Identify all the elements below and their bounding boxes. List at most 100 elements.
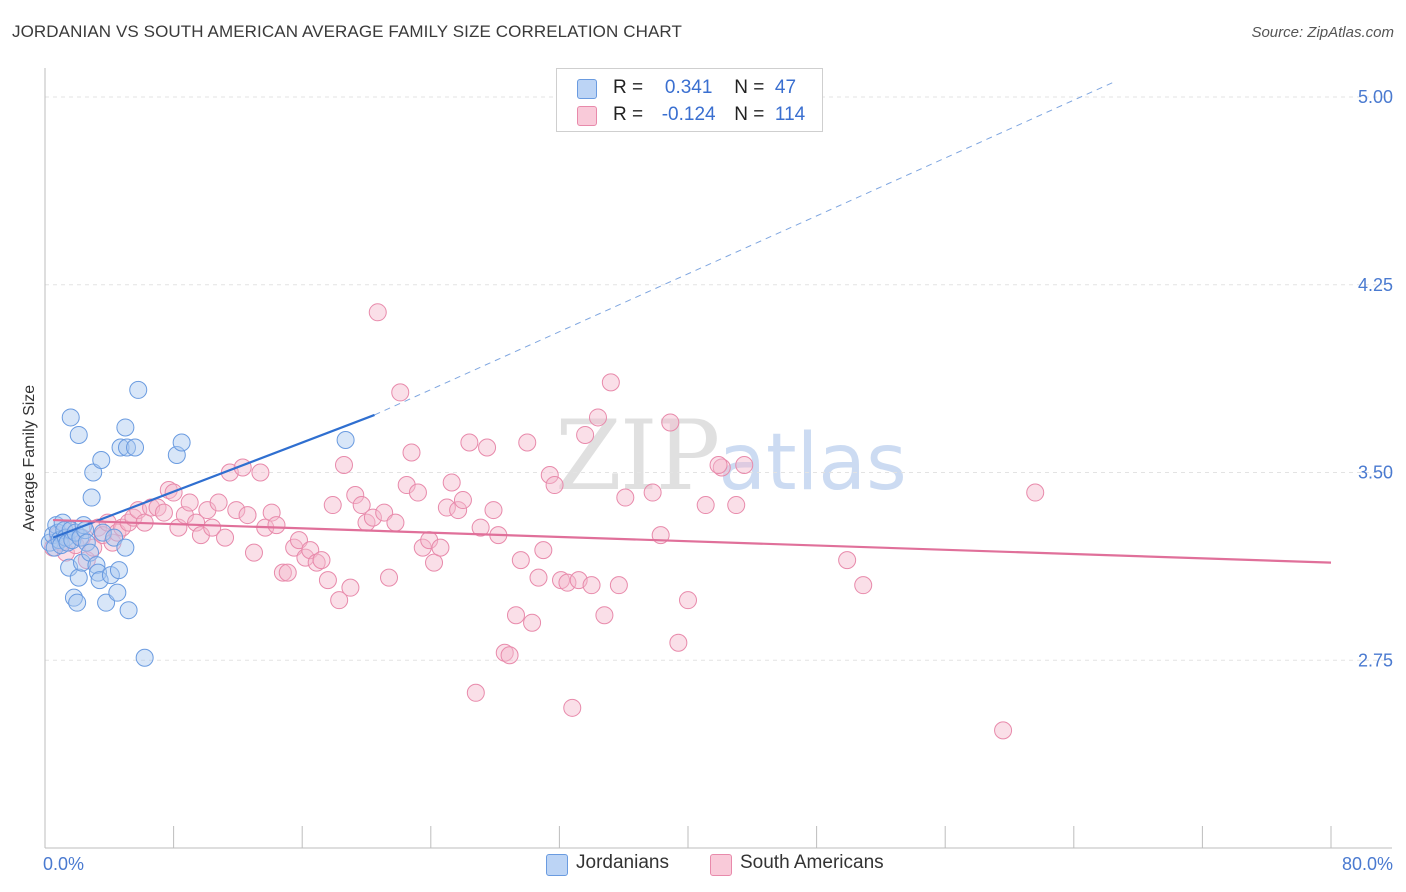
- x-tick-label-max: 80.0%: [1342, 854, 1393, 874]
- south-americans-point: [529, 568, 548, 587]
- chart-title: JORDANIAN VS SOUTH AMERICAN AVERAGE FAMI…: [12, 22, 682, 41]
- series-label-jordanians: Jordanians: [576, 852, 669, 873]
- y-tick-label: 3.50: [1358, 463, 1393, 483]
- south-americans-point: [198, 501, 217, 520]
- south-americans-point: [307, 553, 326, 572]
- jordanians-point: [68, 593, 87, 612]
- jordanians-point: [77, 533, 96, 552]
- south-americans-point: [318, 571, 337, 590]
- legend-r-value: -0.124: [661, 104, 716, 125]
- south-americans-point: [431, 538, 450, 557]
- trend-lines: [52, 81, 1332, 564]
- south-americans-point: [108, 523, 127, 542]
- legend-n-value: 47: [774, 77, 797, 98]
- legend-text-jordanians: R = 0.341 N = 47: [613, 77, 796, 99]
- south-americans-point: [244, 543, 263, 562]
- south-americans-point: [511, 551, 530, 570]
- legend-r-label: R =: [613, 77, 644, 98]
- south-americans-point: [838, 551, 857, 570]
- jordanians-point: [126, 438, 145, 457]
- x-tick-labels: 0.0% 80.0%: [43, 854, 1393, 874]
- jordanians-point: [82, 488, 101, 507]
- south-americans-point: [425, 553, 444, 572]
- y-axis-title: Average Family Size: [21, 385, 38, 532]
- correlation-legend: R = 0.341 N = 47 R = -0.124 N = 114: [556, 68, 823, 132]
- south-americans-point: [368, 303, 387, 322]
- south-americans-point: [484, 501, 503, 520]
- legend-swatch-pink: [577, 106, 597, 126]
- south-americans-point: [323, 496, 342, 515]
- south-americans-point: [273, 563, 292, 582]
- south-americans-point: [495, 643, 514, 662]
- jordanians-trend-line: [52, 413, 375, 539]
- south-americans-point: [679, 591, 697, 610]
- south-americans-point: [854, 576, 873, 595]
- series-legend: Jordanians South Americans: [0, 852, 1406, 878]
- jordanians-point: [109, 561, 128, 580]
- south-americans-point: [209, 493, 228, 512]
- south-americans-point: [471, 518, 490, 537]
- south-americans-point: [330, 591, 349, 610]
- south-americans-point: [563, 698, 582, 717]
- y-tick-labels: 2.75 3.50 4.25 5.00: [1358, 87, 1393, 670]
- south-americans-point: [696, 496, 715, 515]
- south-americans-point: [191, 526, 210, 545]
- south-americans-point: [413, 538, 432, 557]
- legend-swatch-blue: [577, 79, 597, 99]
- south-americans-point: [545, 476, 564, 495]
- south-americans-trend-line: [53, 518, 1332, 564]
- legend-n-value: 114: [774, 104, 806, 125]
- south-americans-point: [363, 508, 382, 527]
- series-swatch-blue: [546, 854, 568, 876]
- south-americans-point: [397, 476, 416, 495]
- south-americans-point: [341, 578, 360, 597]
- south-americans-point: [1026, 483, 1045, 502]
- south-americans-point: [289, 531, 308, 550]
- source-label: Source: ZipAtlas.com: [1251, 24, 1394, 41]
- south-americans-point: [478, 438, 497, 457]
- watermark-zip: ZIP: [555, 400, 720, 512]
- south-americans-point: [994, 721, 1013, 740]
- legend-n-label: N =: [734, 104, 765, 125]
- x-tick-label-min: 0.0%: [43, 854, 84, 874]
- jordanians-point: [129, 380, 148, 399]
- south-americans-point: [352, 496, 371, 515]
- south-americans-point: [312, 551, 331, 570]
- south-americans-point: [523, 613, 542, 632]
- jordanians-point: [97, 593, 116, 612]
- south-americans-point: [386, 513, 405, 532]
- south-americans-point: [203, 518, 222, 537]
- south-americans-point: [669, 633, 688, 652]
- south-americans-point: [334, 456, 353, 475]
- south-americans-point: [380, 568, 399, 587]
- jordanians-point: [116, 538, 135, 557]
- jordanians-point: [172, 433, 191, 452]
- south-americans-point: [238, 506, 257, 525]
- south-americans-point: [460, 433, 479, 452]
- legend-r-label: R =: [613, 104, 644, 125]
- south-americans-point: [534, 541, 553, 560]
- jordanians-point: [111, 438, 130, 457]
- south-americans-point: [216, 528, 235, 547]
- south-americans-point: [278, 563, 297, 582]
- south-americans-point: [582, 576, 601, 595]
- jordanians-point: [336, 430, 355, 449]
- south-americans-point: [609, 576, 628, 595]
- south-americans-point: [709, 456, 728, 475]
- south-americans-point: [227, 501, 246, 520]
- south-americans-point: [735, 456, 754, 475]
- south-americans-point: [727, 496, 746, 515]
- south-americans-point: [375, 503, 394, 522]
- jordanians-trend-extension: [374, 81, 1115, 416]
- south-americans-point: [437, 498, 456, 517]
- south-americans-point: [442, 473, 461, 492]
- south-americans-point: [712, 458, 731, 477]
- south-americans-point: [267, 516, 286, 535]
- south-americans-point: [518, 433, 537, 452]
- south-americans-point: [601, 373, 620, 392]
- y-tick-label: 5.00: [1358, 87, 1393, 107]
- series-swatch-pink: [710, 854, 732, 876]
- south-americans-point: [154, 503, 173, 522]
- south-americans-point: [453, 491, 472, 510]
